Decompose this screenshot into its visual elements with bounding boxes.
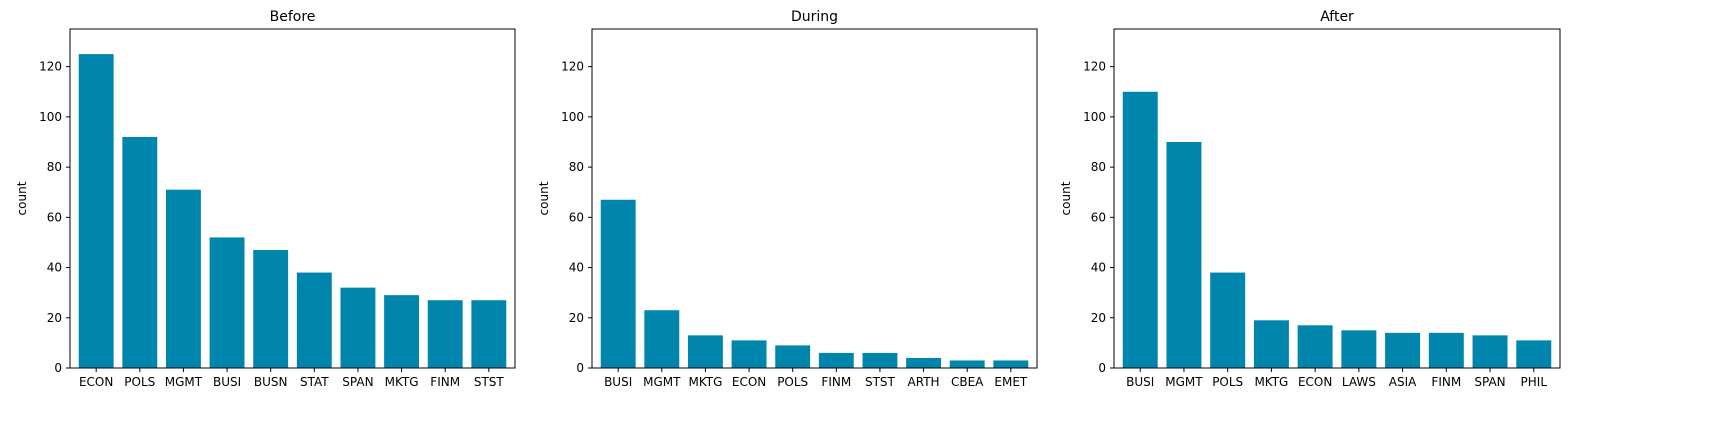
bar-busi	[209, 237, 245, 368]
y-tick-label: 60	[47, 210, 62, 224]
bar-econ	[78, 54, 114, 368]
y-tick-label: 0	[1098, 361, 1106, 375]
bar-busi	[1122, 91, 1158, 369]
x-tick-label: MKTG	[1254, 375, 1288, 389]
y-tick-label: 120	[39, 60, 62, 74]
x-tick-label: MKTG	[385, 375, 419, 389]
bar-phil	[1516, 340, 1552, 368]
x-tick-label: ARTH	[908, 375, 940, 389]
y-tick-label: 60	[569, 210, 584, 224]
bar-mktg	[1253, 320, 1289, 368]
y-tick-label: 40	[569, 261, 584, 275]
y-tick-label: 20	[47, 311, 62, 325]
y-tick-label: 20	[1091, 311, 1106, 325]
bar-econ	[731, 340, 767, 368]
bar-finm	[1428, 332, 1464, 368]
x-tick-label: MGMT	[165, 375, 203, 389]
bar-laws	[1341, 330, 1377, 368]
bar-pols	[1210, 272, 1246, 368]
x-tick-label: FINM	[430, 375, 460, 389]
bar-busi	[600, 199, 636, 368]
bar-pols	[775, 345, 811, 368]
bar-pols	[122, 136, 158, 368]
x-tick-label: ECON	[79, 375, 113, 389]
bar-emet	[993, 360, 1029, 368]
chart-panel-during: During count 0 20 40 60 80 100 120 BUSI MGMT MKTG…	[537, 9, 1038, 389]
bar-mgmt	[1166, 142, 1202, 368]
y-tick-label: 20	[569, 311, 584, 325]
bar-arth	[906, 357, 942, 368]
bar-finm	[427, 300, 463, 368]
x-tick-label: FINM	[821, 375, 851, 389]
bar-stat	[296, 272, 332, 368]
bar-mgmt	[165, 189, 201, 368]
x-tick-label: SPAN	[342, 375, 373, 389]
x-tick-label: BUSN	[254, 375, 288, 389]
x-tick-label: SPAN	[1474, 375, 1505, 389]
plot-area-frame	[1113, 28, 1561, 369]
y-axis-label: count	[1059, 181, 1073, 215]
y-tick-label: 120	[1083, 60, 1106, 74]
x-tick-label: BUSI	[213, 375, 241, 389]
y-tick-label: 40	[1091, 261, 1106, 275]
bar-span	[340, 287, 376, 368]
x-tick-label: STST	[474, 375, 505, 389]
y-tick-label: 0	[54, 361, 62, 375]
y-tick-label: 100	[39, 110, 62, 124]
x-tick-label: PHIL	[1521, 375, 1548, 389]
x-tick-label: ECON	[1298, 375, 1332, 389]
y-tick-label: 60	[1091, 210, 1106, 224]
plot-area-frame	[69, 28, 516, 369]
bar-econ	[1297, 325, 1333, 368]
x-tick-label: MKTG	[688, 375, 722, 389]
bar-mktg	[384, 295, 420, 368]
bar-span	[1472, 335, 1508, 368]
x-tick-label: POLS	[1212, 375, 1243, 389]
x-tick-label: ASIA	[1389, 375, 1417, 389]
x-tick-label: FINM	[1431, 375, 1461, 389]
y-tick-label: 80	[47, 160, 62, 174]
y-tick-label: 0	[576, 361, 584, 375]
x-tick-label: POLS	[777, 375, 808, 389]
bar-cbea	[949, 360, 985, 368]
chart-panel-after: After count 0 20 40 60 80 100 120 BUSI MGMT POLS M…	[1059, 9, 1561, 389]
y-tick-label: 40	[47, 261, 62, 275]
bar-stst	[862, 352, 898, 368]
bar-busn	[253, 249, 289, 368]
chart-panel-before: Before count 0 20 40 60 80 100 120 ECON POLS MGMT…	[15, 9, 516, 389]
x-tick-label: STAT	[300, 375, 329, 389]
x-tick-label: BUSI	[1126, 375, 1154, 389]
bar-mgmt	[644, 310, 680, 368]
x-tick-label: MGMT	[643, 375, 681, 389]
x-tick-label: POLS	[124, 375, 155, 389]
y-tick-label: 100	[561, 110, 584, 124]
x-tick-label: STST	[865, 375, 896, 389]
x-tick-label: ECON	[732, 375, 766, 389]
y-tick-label: 80	[1091, 160, 1106, 174]
y-tick-label: 80	[569, 160, 584, 174]
chart-title: During	[791, 9, 838, 25]
y-tick-label: 120	[561, 60, 584, 74]
y-axis-label: count	[537, 181, 551, 215]
x-tick-label: LAWS	[1342, 375, 1376, 389]
y-axis-label: count	[15, 181, 29, 215]
y-tick-label: 100	[1083, 110, 1106, 124]
bar-asia	[1385, 332, 1421, 368]
bar-finm	[818, 352, 854, 368]
x-tick-label: EMET	[994, 375, 1028, 389]
plot-area-frame	[591, 28, 1038, 369]
bar-mktg	[687, 335, 723, 368]
x-tick-label: MGMT	[1165, 375, 1203, 389]
chart-title: Before	[270, 9, 316, 25]
x-tick-label: CBEA	[951, 375, 984, 389]
bar-stst	[471, 300, 507, 368]
chart-title: After	[1320, 9, 1354, 25]
x-tick-label: BUSI	[604, 375, 632, 389]
